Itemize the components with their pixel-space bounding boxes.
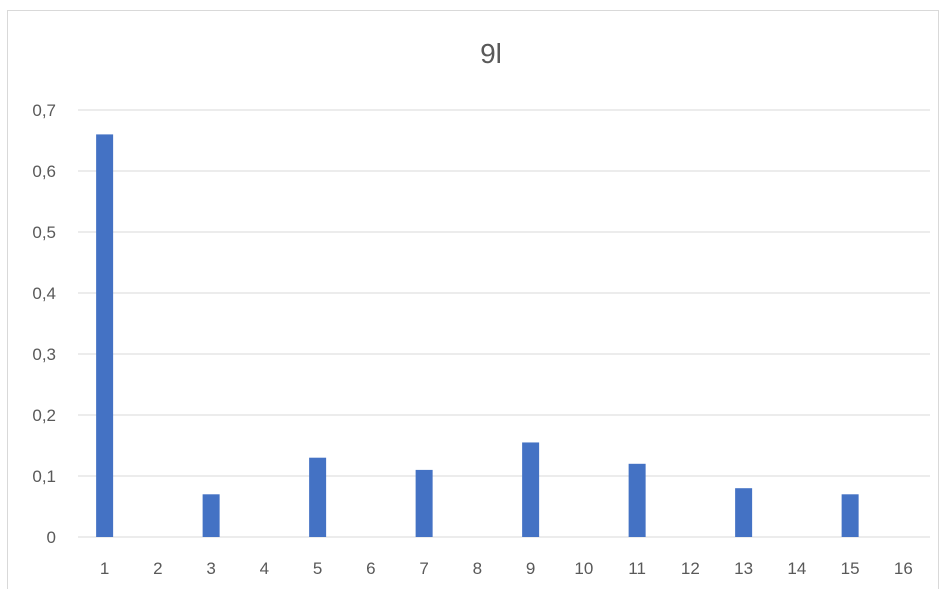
y-tick-label: 0,1 xyxy=(32,467,56,486)
chart-title: 9l xyxy=(480,38,502,69)
y-tick-label: 0 xyxy=(47,528,56,547)
x-tick-label: 8 xyxy=(473,559,482,578)
bar-5 xyxy=(309,457,327,537)
x-tick-label: 4 xyxy=(260,559,269,578)
y-tick-label: 0,3 xyxy=(32,345,56,364)
x-tick-label: 1 xyxy=(100,559,109,578)
x-tick-label: 15 xyxy=(841,559,860,578)
x-tick-label: 9 xyxy=(526,559,535,578)
bar-7 xyxy=(415,469,433,537)
y-tick-label: 0,4 xyxy=(32,284,56,303)
x-tick-label: 2 xyxy=(153,559,162,578)
x-tick-label: 16 xyxy=(894,559,913,578)
x-axis-ticks: 1 2 3 4 5 6 7 8 9 10 11 12 13 14 15 16 xyxy=(100,559,913,578)
bar-1 xyxy=(96,134,114,537)
x-tick-label: 13 xyxy=(734,559,753,578)
bar-13 xyxy=(735,488,753,537)
bars xyxy=(96,134,859,537)
y-tick-label: 0,6 xyxy=(32,162,56,181)
x-tick-label: 5 xyxy=(313,559,322,578)
x-tick-label: 11 xyxy=(628,559,646,578)
x-tick-label: 12 xyxy=(681,559,700,578)
gridlines xyxy=(78,109,930,538)
x-tick-label: 6 xyxy=(366,559,375,578)
bar-11 xyxy=(628,463,646,537)
bar-9 xyxy=(522,442,540,537)
x-tick-label: 14 xyxy=(787,559,806,578)
bar-3 xyxy=(202,494,220,537)
y-tick-label: 0,2 xyxy=(32,406,56,425)
x-tick-label: 7 xyxy=(419,559,428,578)
x-tick-label: 3 xyxy=(206,559,215,578)
y-tick-label: 0,7 xyxy=(32,101,56,120)
y-tick-label: 0,5 xyxy=(32,223,56,242)
y-axis-ticks: 0 0,1 0,2 0,3 0,4 0,5 0,6 0,7 xyxy=(32,101,56,547)
chart-frame xyxy=(7,10,939,589)
x-tick-label: 10 xyxy=(574,559,593,578)
bar-15 xyxy=(841,494,859,537)
